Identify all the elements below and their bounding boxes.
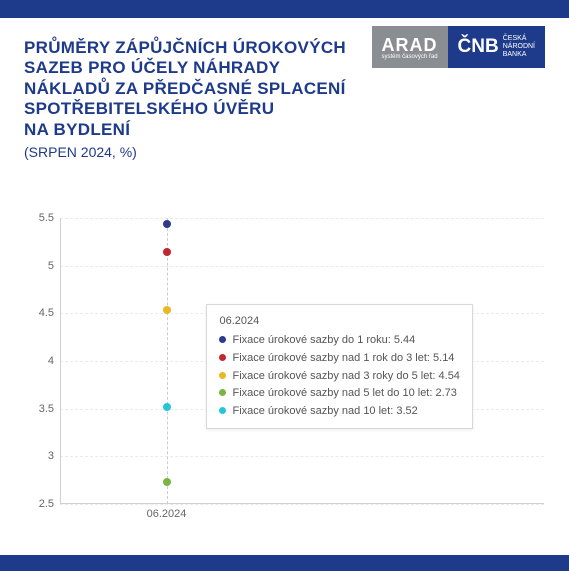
tooltip-row: Fixace úrokové sazby do 1 roku: 5.44 — [219, 332, 459, 350]
legend-dot — [219, 407, 226, 414]
legend-dot — [219, 336, 226, 343]
tooltip-text: Fixace úrokové sazby nad 10 let: 3.52 — [232, 403, 417, 421]
data-point — [163, 306, 171, 314]
data-point — [163, 478, 171, 486]
top-bar — [0, 0, 569, 18]
y-tick-label: 3.5 — [24, 403, 54, 415]
cnb-subtext: ČESKÁ NÁRODNÍ BANKA — [503, 35, 535, 58]
brand-logos: ARAD systém časových řad ČNB ČESKÁ NÁROD… — [372, 26, 545, 68]
page-title: PRŮMĚRY ZÁPŮJČNÍCH ÚROKOVÝCH SAZEB PRO Ú… — [24, 38, 404, 140]
gridline — [60, 504, 544, 505]
y-tick-label: 5.5 — [24, 212, 54, 224]
arad-text: ARAD — [382, 36, 438, 54]
tooltip-text: Fixace úrokové sazby nad 3 roky do 5 let… — [232, 368, 459, 386]
bottom-bar — [0, 555, 569, 571]
legend-dot — [219, 389, 226, 396]
tooltip-row: Fixace úrokové sazby nad 1 rok do 3 let:… — [219, 350, 459, 368]
cnb-logo: ČNB ČESKÁ NÁRODNÍ BANKA — [448, 26, 545, 68]
x-tick-label: 06.2024 — [147, 508, 187, 520]
tooltip-row: Fixace úrokové sazby nad 5 let do 10 let… — [219, 385, 459, 403]
data-point — [163, 403, 171, 411]
x-guide-line — [167, 218, 168, 504]
data-point — [163, 220, 171, 228]
tooltip-text: Fixace úrokové sazby nad 5 let do 10 let… — [232, 385, 456, 403]
tooltip-row: Fixace úrokové sazby nad 3 roky do 5 let… — [219, 368, 459, 386]
tooltip-title: 06.2024 — [219, 313, 459, 331]
page-subtitle: (SRPEN 2024, %) — [24, 144, 545, 160]
y-tick-label: 2.5 — [24, 498, 54, 510]
tooltip-row: Fixace úrokové sazby nad 10 let: 3.52 — [219, 403, 459, 421]
legend-dot — [219, 372, 226, 379]
rate-chart: 2.533.544.555.5 06.2024 06.2024 Fixace ú… — [24, 218, 544, 528]
arad-subtext: systém časových řad — [382, 54, 438, 60]
cnb-text: ČNB — [458, 36, 499, 58]
arad-logo: ARAD systém časových řad — [372, 26, 448, 68]
header: ARAD systém časových řad ČNB ČESKÁ NÁROD… — [0, 18, 569, 160]
y-tick-label: 4 — [24, 355, 54, 367]
legend-dot — [219, 354, 226, 361]
y-tick-label: 4.5 — [24, 307, 54, 319]
data-point — [163, 248, 171, 256]
y-tick-label: 5 — [24, 260, 54, 272]
tooltip-text: Fixace úrokové sazby do 1 roku: 5.44 — [232, 332, 415, 350]
y-tick-label: 3 — [24, 450, 54, 462]
chart-tooltip: 06.2024 Fixace úrokové sazby do 1 roku: … — [206, 304, 472, 430]
tooltip-text: Fixace úrokové sazby nad 1 rok do 3 let:… — [232, 350, 454, 368]
